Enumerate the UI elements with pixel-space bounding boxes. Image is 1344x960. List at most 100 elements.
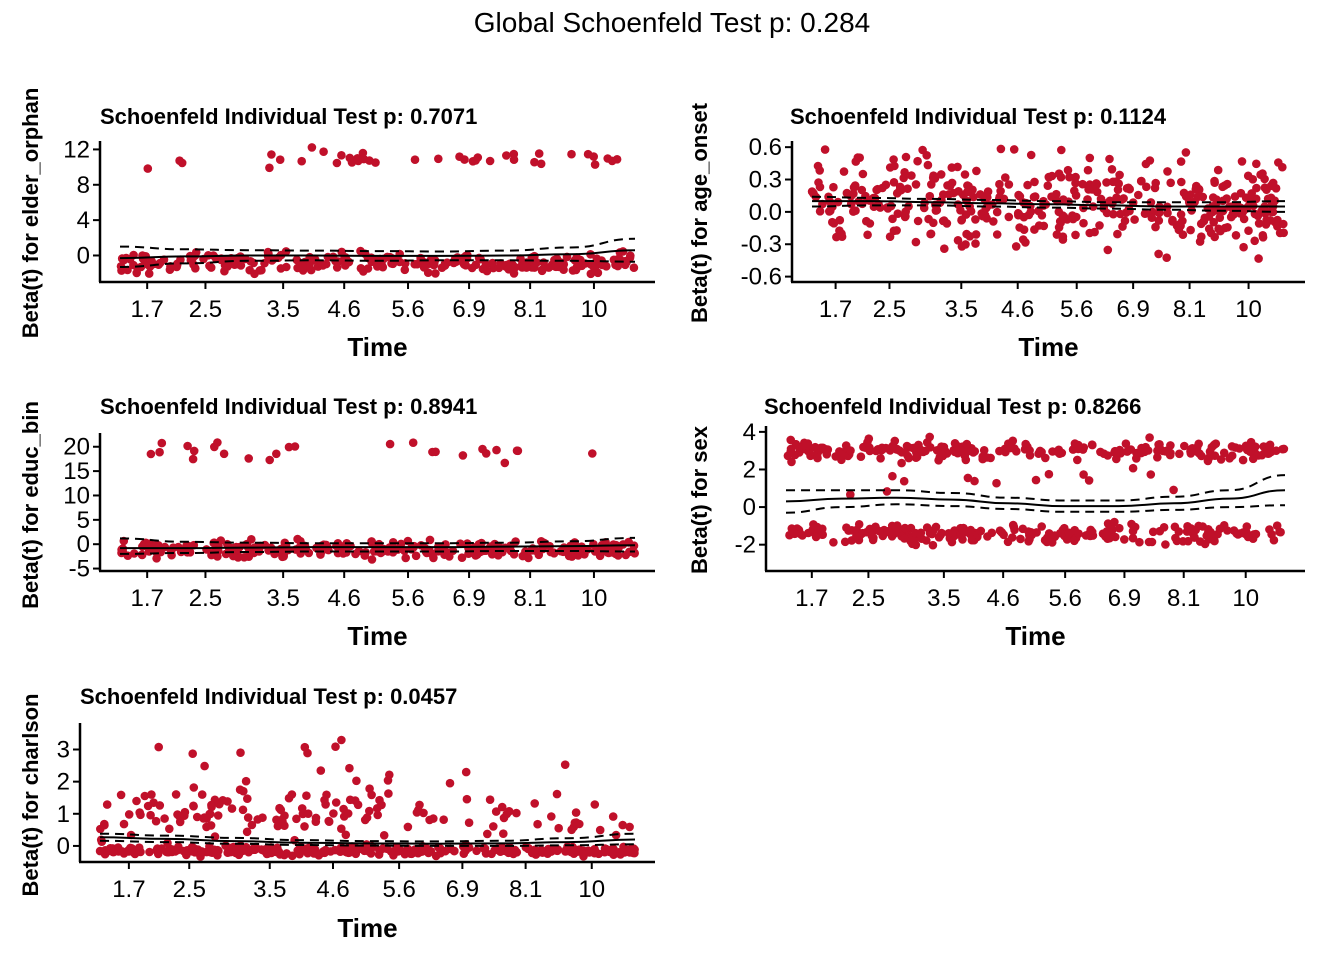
- data-point: [257, 265, 266, 275]
- data-point: [1140, 209, 1150, 218]
- panel-title: Schoenfeld Individual Test p: 0.8941: [100, 394, 477, 419]
- data-point: [1162, 253, 1171, 262]
- data-point: [1169, 485, 1178, 495]
- data-point: [512, 848, 522, 857]
- data-point: [457, 553, 467, 562]
- data-point: [292, 814, 301, 824]
- data-point: [100, 820, 109, 830]
- data-point: [554, 823, 563, 833]
- y-tick-label: 20: [63, 434, 90, 461]
- data-point: [1121, 208, 1131, 217]
- data-point: [1058, 235, 1068, 244]
- chart-panel-2: -0.6 -0.3 0.0 0.3 0.6 1.7 2.5 3.5 4.6 5.6 6.9 8.1 10…: [687, 102, 1305, 362]
- data-point: [992, 230, 1002, 239]
- data-point: [316, 766, 326, 775]
- data-point: [858, 169, 868, 179]
- data-point: [1195, 449, 1204, 458]
- data-point: [207, 800, 216, 810]
- confidence-band-lower: [811, 204, 1286, 213]
- data-point: [341, 830, 351, 840]
- data-point: [899, 476, 909, 486]
- data-point: [839, 167, 849, 176]
- data-point: [250, 269, 259, 279]
- data-point: [1014, 210, 1024, 219]
- data-point: [815, 207, 825, 216]
- data-point: [1137, 176, 1146, 186]
- data-point: [210, 442, 219, 452]
- data-point: [1052, 230, 1062, 239]
- y-tick-label: 15: [63, 458, 90, 485]
- data-point: [1118, 222, 1127, 231]
- data-point: [595, 825, 605, 835]
- data-point: [929, 171, 938, 180]
- data-point: [1177, 177, 1186, 187]
- data-point: [431, 269, 440, 278]
- data-point: [982, 214, 991, 223]
- data-point: [160, 814, 169, 823]
- data-point: [889, 226, 899, 236]
- data-point: [1215, 524, 1225, 534]
- data-point: [530, 157, 539, 167]
- data-point: [403, 822, 413, 832]
- data-point: [171, 790, 181, 799]
- data-point: [445, 778, 455, 788]
- data-point: [1073, 455, 1082, 465]
- data-point: [1039, 201, 1048, 210]
- data-point: [829, 182, 838, 192]
- data-point: [837, 450, 846, 459]
- data-point: [1015, 223, 1024, 232]
- data-point: [1258, 233, 1268, 242]
- data-point: [352, 776, 361, 786]
- data-point: [815, 182, 825, 192]
- data-points: [116, 143, 639, 279]
- data-point: [385, 439, 395, 449]
- data-point: [1102, 208, 1112, 218]
- data-point: [1030, 225, 1039, 234]
- data-point: [625, 822, 634, 832]
- data-point: [1014, 190, 1023, 200]
- data-point: [1147, 213, 1157, 222]
- data-point: [497, 802, 507, 812]
- data-point: [206, 821, 216, 830]
- data-point: [478, 444, 487, 454]
- data-point: [624, 846, 634, 856]
- data-point: [205, 809, 214, 819]
- data-point: [544, 263, 554, 272]
- data-point: [247, 845, 257, 854]
- data-point: [995, 446, 1004, 456]
- data-point: [1016, 534, 1025, 544]
- data-point: [303, 809, 313, 818]
- data-point: [218, 796, 228, 805]
- data-point: [989, 217, 998, 226]
- data-point: [492, 445, 501, 455]
- data-point: [456, 539, 465, 548]
- data-point: [803, 439, 813, 448]
- data-point: [1213, 165, 1223, 175]
- data-point: [143, 164, 153, 173]
- data-point: [1110, 517, 1119, 527]
- data-point: [592, 254, 602, 263]
- data-point: [1107, 165, 1117, 174]
- data-point: [1043, 181, 1053, 190]
- data-point: [1044, 172, 1054, 182]
- data-point: [155, 801, 165, 810]
- data-point: [961, 455, 971, 465]
- data-point: [1176, 210, 1186, 219]
- data-point: [911, 237, 921, 247]
- data-point: [243, 813, 253, 822]
- data-point: [1092, 187, 1102, 197]
- data-point: [462, 794, 472, 804]
- data-point: [238, 805, 248, 815]
- data-point: [1113, 185, 1123, 194]
- data-point: [957, 216, 966, 225]
- data-point: [1246, 437, 1256, 447]
- data-point: [336, 846, 346, 855]
- data-point: [855, 153, 864, 162]
- data-point: [1001, 173, 1010, 182]
- data-point: [875, 526, 884, 536]
- data-point: [275, 850, 285, 859]
- data-point: [589, 152, 598, 161]
- data-point: [885, 163, 895, 172]
- data-point: [483, 829, 492, 839]
- data-point: [311, 813, 321, 823]
